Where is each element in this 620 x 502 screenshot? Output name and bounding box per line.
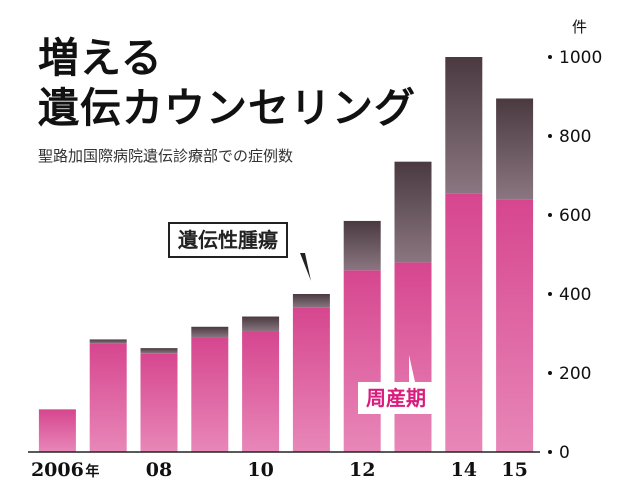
bar-hereditary-tumor-2012	[343, 220, 381, 271]
y-axis-unit-label: 件	[572, 18, 588, 36]
bar-hereditary-tumor-2011	[292, 294, 330, 308]
y-tick-mark-600	[548, 213, 552, 217]
y-tick-mark-800	[548, 134, 552, 138]
bar-perinatal-2010	[242, 331, 280, 452]
bar-hereditary-tumor-2010	[242, 316, 280, 332]
bar-perinatal-2013	[394, 262, 432, 452]
bar-perinatal-2012	[343, 270, 381, 452]
y-tick-mark-1000	[548, 55, 552, 59]
bar-perinatal-2006	[38, 409, 76, 452]
x-tick-label-2006: 2006	[31, 459, 84, 481]
bar-perinatal-2007	[89, 343, 127, 452]
bar-hereditary-tumor-2013	[394, 161, 432, 263]
chart-title-line1: 増える	[38, 34, 163, 82]
y-tick-label-600: 600	[559, 206, 591, 226]
y-tick-label-1000: 1000	[559, 48, 602, 68]
bar-hereditary-tumor-2009	[191, 326, 229, 338]
bar-hereditary-tumor-2015	[496, 98, 534, 200]
y-tick-label-0: 0	[559, 443, 570, 463]
y-tick-mark-200	[548, 371, 552, 375]
y-tick-mark-400	[548, 292, 552, 296]
callout-tumor-pointer	[300, 253, 311, 281]
bar-perinatal-2014	[445, 193, 483, 452]
bar-perinatal-2009	[191, 337, 229, 452]
callout-perinatal: 周産期	[358, 382, 434, 414]
y-tick-mark-0	[548, 450, 552, 454]
chart-title-line2: 遺伝カウンセリング	[38, 84, 416, 132]
bar-hereditary-tumor-2014	[445, 57, 483, 194]
bar-perinatal-2011	[292, 307, 330, 452]
x-tick-label-2015: 15	[501, 459, 527, 481]
callout-perinatal-pointer	[409, 355, 415, 382]
y-tick-label-400: 400	[559, 285, 591, 305]
bar-hereditary-tumor-2007	[89, 339, 127, 344]
y-tick-label-800: 800	[559, 127, 591, 147]
bar-perinatal-2015	[496, 199, 534, 452]
y-tick-label-200: 200	[559, 364, 591, 384]
x-tick-label-2014: 14	[451, 459, 477, 481]
callout-hereditary-tumor: 遺伝性腫瘍	[168, 222, 288, 258]
bar-perinatal-2008	[140, 353, 178, 452]
x-tick-label-2012: 12	[349, 459, 375, 481]
x-tick-label-2010: 10	[247, 459, 273, 481]
bar-hereditary-tumor-2008	[140, 348, 178, 354]
x-axis-year-unit: 年	[85, 463, 99, 480]
chart-subtitle: 聖路加国際病院遺伝診療部での症例数	[38, 147, 294, 165]
x-tick-label-2008: 08	[146, 459, 172, 481]
